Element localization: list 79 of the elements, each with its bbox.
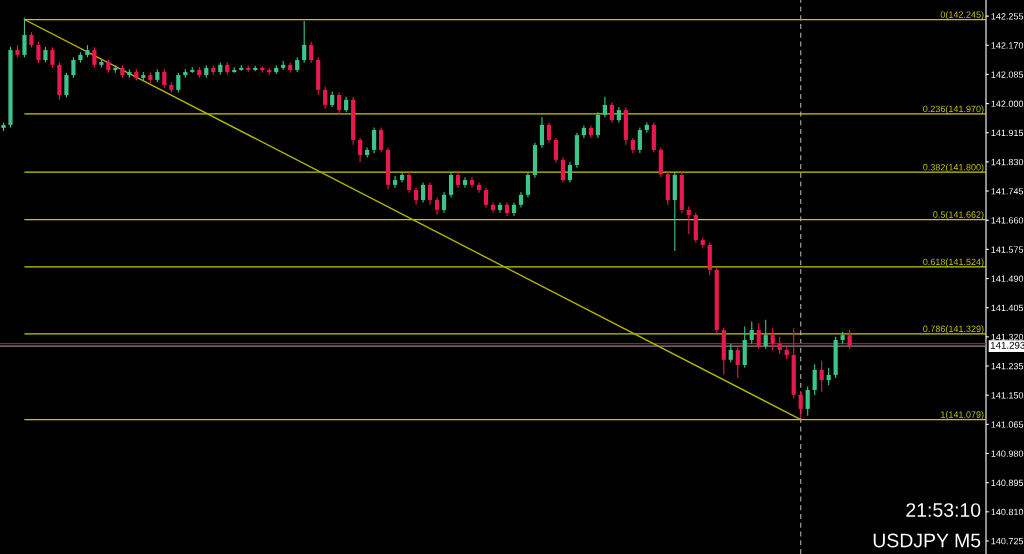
candlestick (595, 111, 600, 139)
candlestick (819, 360, 824, 393)
candlestick (469, 176, 475, 189)
candlestick (36, 41, 41, 64)
candlestick (176, 72, 181, 94)
candlestick (420, 181, 426, 203)
ref-line-label: 1(141.079) (941, 411, 984, 420)
ref-line-label: 0.382(141.800) (923, 163, 984, 173)
y-tick-label: 141.320 (991, 333, 1024, 341)
candlestick (441, 191, 447, 214)
candlestick (22, 17, 27, 58)
y-tick-label: 142.000 (991, 100, 1024, 107)
ref-line-label: 0.786(141.329) (923, 325, 984, 334)
annotation: USDJPY M5 (873, 533, 981, 548)
y-tick-label: 140.810 (991, 508, 1024, 516)
y-tick-label: 142.085 (991, 71, 1024, 78)
candlestick (372, 127, 377, 154)
candlestick (462, 176, 468, 189)
y-tick-label: 142.255 (991, 13, 1024, 20)
y-tick-label: 141.490 (991, 275, 1024, 282)
ref-line-label: 0.236(141.970) (923, 105, 984, 114)
candlestick (379, 127, 384, 153)
candlestick (71, 56, 76, 79)
candlestick (539, 116, 545, 149)
y-tick-label: 141.830 (991, 158, 1024, 166)
ref-line-label: 0.5(141.662) (933, 211, 984, 220)
candlestick (546, 121, 552, 144)
candlestick (358, 137, 363, 163)
y-tick-label: 141.745 (991, 188, 1024, 195)
y-tick-label: 141.065 (991, 421, 1024, 428)
y-tick-label: 140.725 (991, 537, 1024, 545)
candlestick (497, 201, 503, 214)
y-tick-label: 141.150 (991, 392, 1024, 399)
candlestick (749, 320, 754, 345)
y-tick-label: 140.980 (991, 450, 1024, 457)
candlestick (728, 343, 733, 364)
candlestick (553, 137, 559, 164)
candlestick (735, 346, 740, 379)
candlestick (309, 41, 314, 64)
candlestick (770, 327, 775, 352)
candlestick (337, 92, 342, 115)
candlestick (393, 175, 398, 189)
candlestick (567, 161, 573, 184)
y-tick-label: 141.405 (991, 304, 1024, 312)
y-tick-label: 141.235 (991, 362, 1024, 370)
candlestick (162, 68, 167, 89)
candlestick (812, 363, 817, 396)
candlestick (805, 386, 810, 417)
candlestick (399, 171, 405, 184)
candlestick (847, 329, 852, 350)
ref-line-label: 141.293 (990, 341, 1024, 349)
candlestick (50, 46, 55, 69)
candlestick (756, 322, 761, 350)
candlestick (323, 85, 328, 110)
annotation: 21:53:10 (906, 503, 981, 517)
y-tick-label: 140.895 (991, 479, 1024, 487)
candlestick (406, 171, 412, 194)
candlestick (602, 96, 607, 118)
candlestick (302, 20, 307, 63)
candlestick (476, 181, 482, 194)
candlestick (448, 171, 454, 199)
candlestick (525, 171, 531, 199)
y-tick-label: 141.915 (991, 129, 1024, 137)
candlestick (609, 101, 614, 124)
candlestick (763, 319, 768, 350)
candlestick (490, 201, 496, 214)
candlestick (798, 391, 803, 419)
ref-line-label: 0.618(141.524) (923, 258, 984, 267)
candlestick (560, 156, 566, 184)
candlestick (64, 72, 69, 98)
candlestick (686, 205, 691, 235)
candlestick (92, 46, 97, 69)
y-tick-label: 141.660 (991, 217, 1024, 224)
y-tick-label: 141.575 (991, 246, 1024, 253)
y-tick-label: 142.170 (991, 42, 1024, 49)
candlestick (483, 187, 489, 209)
candlestick (637, 127, 642, 154)
ref-line-label: 0(142.245) (940, 11, 984, 20)
candlestick (427, 181, 433, 206)
